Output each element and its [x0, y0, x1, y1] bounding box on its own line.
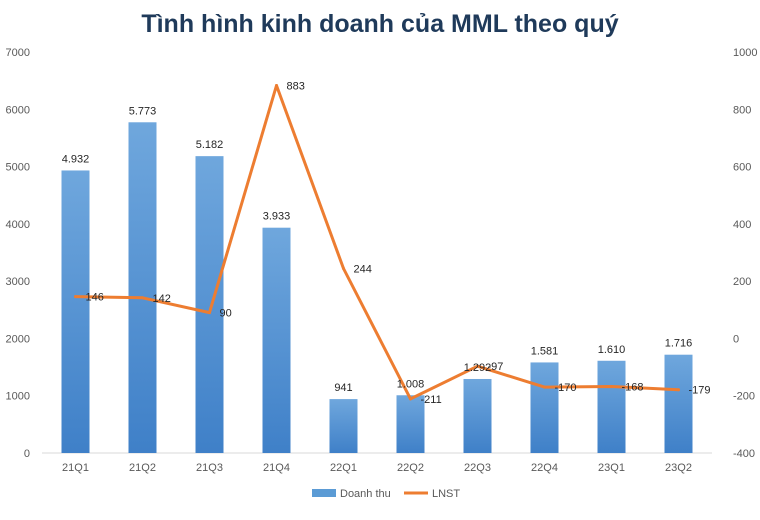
line-value-label: -211 [421, 394, 442, 406]
lnst-line [74, 84, 680, 401]
line-point [610, 385, 613, 389]
y-right-tick-label: 800 [733, 104, 751, 116]
y-left-tick-label: 6000 [6, 104, 30, 116]
line-series [74, 84, 680, 401]
y-right-tick-label: 200 [733, 276, 751, 288]
bar-value-label: 1.716 [665, 338, 693, 350]
y-left-tick-label: 2000 [6, 333, 30, 345]
y-left-tick-label: 7000 [6, 47, 30, 59]
bar [329, 399, 358, 453]
bar [195, 156, 224, 453]
bar-value-label: 5.773 [129, 105, 157, 117]
line-point [141, 296, 144, 300]
y-right-tick-label: -200 [733, 391, 755, 403]
line-point [74, 295, 77, 299]
line-value-label: 146 [86, 292, 104, 304]
legend: Doanh thu LNST [312, 488, 460, 500]
line-value-label: -179 [689, 385, 711, 397]
axes: 0 1000 2000 3000 4000 5000 6000 7000 -400 -200 0 20… [6, 47, 758, 474]
bar-value-label: 1.581 [531, 345, 559, 357]
bar [128, 122, 157, 453]
bar-value-label: 1.008 [397, 378, 425, 390]
line-point [677, 388, 680, 392]
bar [396, 395, 425, 453]
bar-value-label: 1.292 [464, 362, 492, 374]
line-value-label: 90 [220, 308, 232, 320]
line-point [208, 311, 211, 315]
bar-value-label: 4.932 [62, 153, 90, 165]
y-right-tick-label: 0 [733, 333, 739, 345]
line-point [409, 397, 412, 401]
y-left-tick-label: 5000 [6, 162, 30, 174]
bar [664, 354, 693, 453]
x-tick-label: 23Q1 [598, 462, 625, 474]
x-tick-label: 22Q4 [531, 462, 558, 474]
bar [463, 378, 492, 453]
bar-value-label: 1.610 [598, 344, 626, 356]
line-point [342, 267, 345, 271]
y-right-tick-label: 600 [733, 162, 751, 174]
bar [262, 227, 291, 453]
x-tick-label: 23Q2 [665, 462, 692, 474]
bar-value-label: 5.182 [196, 139, 224, 151]
line-value-label: -168 [622, 382, 644, 394]
line-point [275, 84, 278, 88]
x-tick-label: 21Q4 [263, 462, 290, 474]
y-left-tick-label: 4000 [6, 219, 30, 231]
line-value-label: -97 [488, 361, 504, 373]
x-tick-label: 21Q3 [196, 462, 223, 474]
x-tick-label: 22Q2 [397, 462, 424, 474]
y-left-tick-label: 0 [24, 448, 30, 460]
line-value-label: 883 [287, 81, 305, 93]
bar-series [61, 122, 693, 453]
line-value-label: -170 [555, 382, 577, 394]
x-tick-label: 22Q3 [464, 462, 491, 474]
y-left-tick-label: 3000 [6, 276, 30, 288]
legend-swatch-revenue [312, 489, 336, 497]
line-value-label: 142 [153, 293, 171, 305]
y-left-tick-label: 1000 [6, 391, 30, 403]
bar [530, 362, 559, 453]
x-tick-label: 21Q1 [62, 462, 89, 474]
chart-title: Tình hình kinh doanh của MML theo quý [141, 10, 618, 38]
bar-value-label: 3.933 [263, 211, 291, 223]
data-labels: 4.932 5.773 5.182 3.933 941 1.008 1.292 1.581 1.… [62, 81, 711, 406]
bar-value-label: 941 [334, 382, 352, 394]
line-point [543, 385, 546, 389]
y-right-tick-label: 1000 [733, 47, 757, 59]
x-tick-label: 22Q1 [330, 462, 357, 474]
line-point [476, 364, 479, 368]
y-right-tick-label: 400 [733, 219, 751, 231]
bar [597, 360, 626, 453]
x-tick-label: 21Q2 [129, 462, 156, 474]
bar [61, 170, 90, 453]
y-right-tick-label: -400 [733, 448, 755, 460]
legend-label-revenue: Doanh thu [340, 488, 391, 500]
legend-label-lnst: LNST [432, 488, 460, 500]
line-value-label: 244 [354, 264, 372, 276]
